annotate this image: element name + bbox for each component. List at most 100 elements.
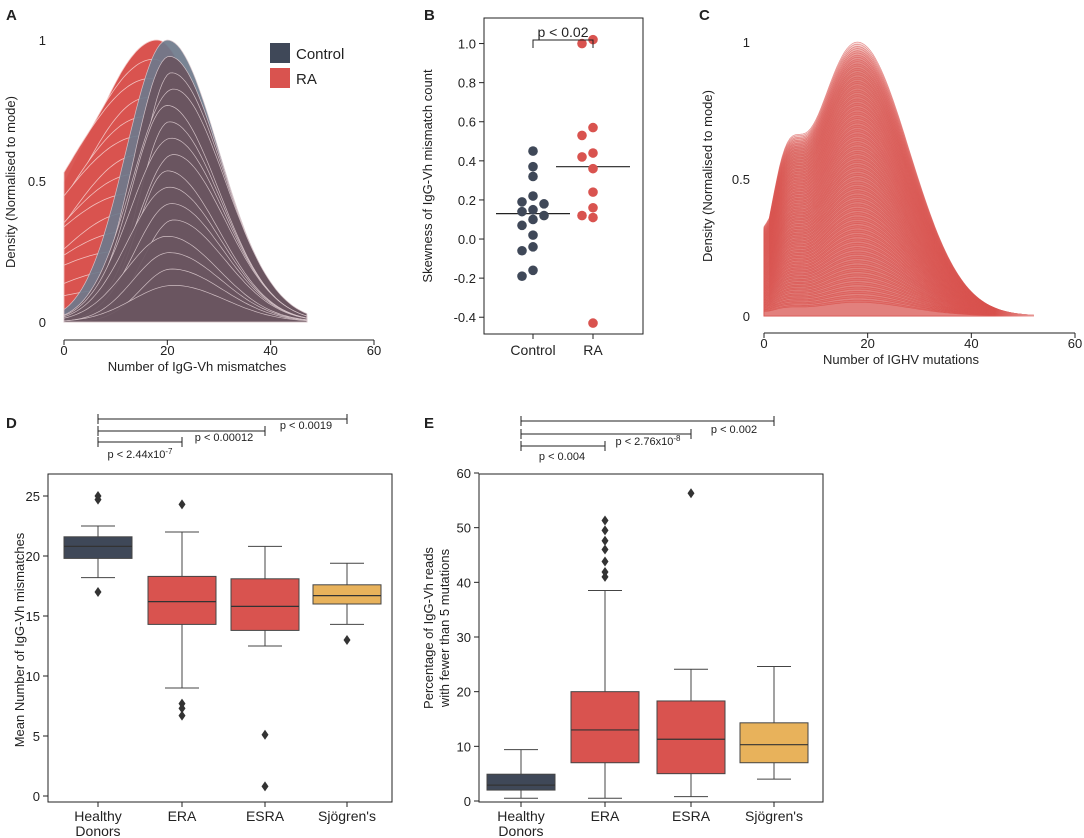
ra-point	[588, 212, 598, 223]
y-tick-label: 0	[464, 794, 471, 809]
outlier-marker	[343, 635, 351, 645]
x-tick-label: ESRA	[672, 808, 711, 824]
control-point	[528, 242, 538, 252]
ridge-group	[763, 40, 1080, 325]
y-tick-label: 10	[26, 669, 40, 684]
control-point	[517, 245, 527, 256]
outlier-marker	[601, 525, 609, 536]
x-tick-label: 60	[1068, 336, 1082, 351]
y-tick-label: 0.5	[732, 172, 750, 187]
legend-label-control: Control	[296, 46, 344, 63]
sig-exponent: -8	[673, 434, 681, 443]
ra-point	[577, 152, 587, 162]
outlier-marker	[94, 494, 102, 505]
box-1	[486, 773, 556, 791]
panel-d-frame	[47, 473, 393, 803]
x-tick-label: 40	[964, 336, 978, 351]
control-point	[528, 230, 538, 240]
panel-c-y-ticks: 00.51	[732, 35, 750, 324]
x-tick-label: ERA	[591, 808, 620, 824]
sig-exponent: -7	[165, 447, 173, 456]
y-tick-label: 60	[457, 466, 471, 481]
outlier-marker	[94, 587, 102, 597]
y-tick-label: 0.0	[458, 232, 476, 247]
x-tick-label: 60	[367, 343, 381, 358]
ra-point	[577, 130, 587, 141]
x-tick-label: RA	[583, 342, 603, 358]
panel-b-y-label: Skewness of IgG-Vh mismatch count	[420, 69, 435, 283]
panel-e-y-label-line2: with fewer than 5 mutations	[437, 548, 452, 708]
y-tick-label: 0.8	[458, 76, 476, 91]
significance-bracket	[520, 441, 606, 451]
panel-a-y-label: Density (Normalised to mode)	[3, 96, 18, 268]
sig-text: p < 2.76x10	[616, 436, 674, 448]
significance-label: p < 0.0019	[280, 420, 332, 432]
significance-bracket	[97, 437, 183, 447]
y-tick-label: 0.6	[458, 115, 476, 130]
significance-label: p < 0.02	[538, 24, 589, 40]
ra-point	[588, 318, 598, 328]
y-tick-label: 25	[26, 489, 40, 504]
y-tick-label: 0	[743, 309, 750, 324]
panel-b-label: B	[424, 7, 435, 24]
panel-e: E 0 10 20 30 40 50 60 Healthy Donors ERA ESRA Sjög…	[421, 415, 824, 838]
box-2	[570, 691, 640, 764]
legend-swatch-control	[270, 43, 290, 63]
panel-e-significance: p < 0.004 p < 2.76x10-8 p < 0.002	[520, 416, 775, 463]
control-density-ridges	[63, 39, 308, 323]
panel-b-frame	[483, 17, 644, 335]
legend-label-ra: RA	[296, 71, 317, 88]
panel-d-y-label: Mean Number of IgG-Vh mismatches	[12, 532, 27, 747]
y-tick-label: -0.4	[454, 310, 476, 325]
panel-d-significance: p < 2.44x10-7 p < 0.00012 p < 0.0019	[97, 414, 348, 461]
panel-a-label: A	[6, 7, 17, 24]
ra-point	[577, 210, 587, 221]
box-4	[312, 584, 382, 605]
y-tick-label: 50	[457, 521, 471, 536]
significance-label: p < 2.76x10-8	[616, 434, 681, 448]
control-point	[528, 191, 538, 201]
outlier-marker	[601, 544, 609, 555]
outlier-marker	[601, 535, 609, 546]
panel-a: A 0 20 40 60 00.51 Number of IgG-Vh mismatc…	[3, 7, 381, 374]
y-tick-label: 30	[457, 630, 471, 645]
fade-overlay	[890, 40, 1080, 325]
panel-d: D 0 5 10 15 20 25 Healthy Donors ERA ESRA Sjögren…	[6, 414, 393, 838]
control-point	[528, 265, 538, 276]
x-tick-label: 20	[160, 343, 174, 358]
panel-d-plot	[63, 491, 382, 792]
y-tick-label: -0.2	[454, 271, 476, 286]
x-tick-label: Sjögren's	[745, 808, 803, 824]
sig-text: p < 2.44x10	[108, 449, 166, 461]
panel-e-plot	[486, 488, 809, 799]
panel-e-label: E	[424, 415, 434, 432]
x-tick-label: ERA	[168, 808, 197, 824]
y-tick-label: 1	[743, 35, 750, 50]
panel-a-x-label: Number of IgG-Vh mismatches	[108, 359, 287, 374]
control-point	[528, 161, 538, 172]
control-point	[517, 220, 527, 231]
control-point	[528, 146, 538, 156]
significance-bracket	[520, 416, 775, 426]
control-point	[528, 214, 538, 225]
x-tick-label: Healthy Donors	[74, 808, 121, 838]
y-tick-label: 1	[39, 33, 46, 48]
x-tick-label: Healthy Donors	[497, 808, 544, 838]
y-tick-label: 40	[457, 575, 471, 590]
control-point	[528, 204, 538, 215]
x-tick-label: 0	[760, 336, 767, 351]
control-point	[517, 271, 527, 281]
ra-point	[588, 163, 598, 174]
box-3	[656, 700, 726, 775]
box-1	[63, 536, 133, 559]
significance-bracket	[97, 426, 266, 436]
x-tick-label-line2: Donors	[75, 823, 120, 838]
control-point	[539, 210, 549, 221]
significance-bracket	[520, 429, 692, 439]
panel-b-plot	[496, 34, 630, 328]
outlier-marker	[261, 729, 269, 740]
significance-label: p < 0.004	[539, 451, 585, 463]
y-tick-label: 0.5	[28, 174, 46, 189]
panel-d-label: D	[6, 415, 17, 432]
